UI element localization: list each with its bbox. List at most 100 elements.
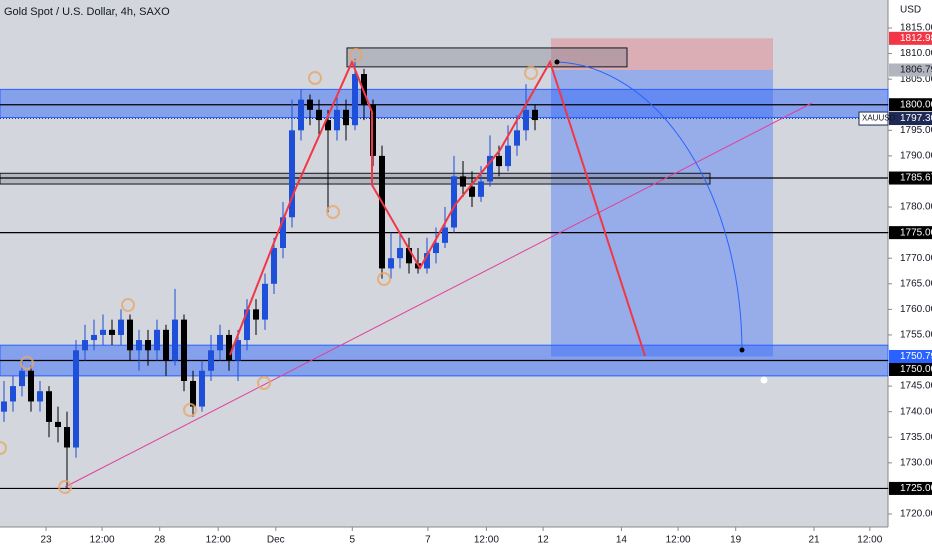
candle-body [433, 242, 439, 254]
trend-line [64, 102, 813, 488]
x-tick-label: 7 [425, 535, 431, 546]
candle-body [82, 340, 88, 351]
y-tick-label: 1765.00 [900, 278, 932, 289]
candle-body [316, 109, 322, 121]
price-label: 1750.00 [900, 364, 932, 375]
candle-body [100, 329, 106, 335]
candle-body [172, 319, 178, 361]
x-tick-label: 19 [730, 535, 742, 546]
price-label: 1725.00 [900, 483, 932, 494]
candle-body [469, 186, 475, 197]
candle-body [460, 176, 466, 187]
price-label-bg [889, 362, 932, 376]
candle-body [352, 74, 358, 126]
price-label-bg [889, 112, 932, 126]
candle-body [244, 309, 250, 341]
candle-body [271, 247, 277, 284]
candle-body [64, 427, 70, 448]
x-tick-label: 12:00 [206, 535, 231, 546]
candle-body [514, 130, 520, 146]
y-tick-label: 1795.00 [900, 125, 932, 136]
dot [760, 376, 768, 384]
price-label: 1750.79 [900, 351, 932, 362]
price-label: 1797.30 [900, 113, 932, 124]
price-label-bg [889, 63, 932, 77]
box [0, 172, 711, 185]
candle-body [199, 370, 205, 407]
stop-zone [551, 38, 773, 70]
target-zone [551, 69, 773, 357]
x-tick-label: 23 [40, 535, 52, 546]
x-tick-label: 12 [538, 535, 550, 546]
y-tick-label: 1780.00 [900, 202, 932, 213]
candle-body [406, 247, 412, 264]
price-label: 1775.00 [900, 227, 932, 238]
candle-body [208, 350, 214, 371]
marker [524, 66, 538, 80]
candle-body [109, 329, 115, 335]
y-tick-label: 1760.00 [900, 304, 932, 315]
marker [20, 356, 34, 370]
y-tick-label: 1740.00 [900, 406, 932, 417]
price-label-bg [889, 349, 932, 363]
candle-body [505, 145, 511, 167]
x-tick-label: 12:00 [474, 535, 499, 546]
symbol-label: XAUUSD [862, 114, 896, 123]
y-tick-label: 1810.00 [900, 48, 932, 59]
y-tick-label: 1745.00 [900, 381, 932, 392]
price-label: 1806.79 [900, 65, 932, 76]
y-tick-label: 1805.00 [900, 74, 932, 85]
candle-body [388, 258, 394, 269]
y-tick-label: 1720.00 [900, 509, 932, 520]
drawings [0, 48, 813, 494]
marker [326, 205, 340, 219]
dot [554, 59, 560, 65]
price-label: 1785.67 [900, 173, 932, 184]
candle-body [10, 386, 16, 402]
price-label-bg [889, 171, 932, 185]
candle-body [334, 109, 340, 131]
candle-body [262, 283, 268, 320]
marker [349, 48, 363, 62]
candle-body [28, 370, 34, 402]
candle-body [523, 109, 529, 131]
candle-body [163, 329, 169, 361]
box [346, 47, 628, 68]
candle-body [46, 391, 52, 422]
candle-body [397, 247, 403, 259]
candle-body [73, 350, 79, 448]
candle-body [154, 329, 160, 351]
candle-body [19, 370, 25, 387]
candle-body [91, 334, 97, 341]
price-label-bg [889, 98, 932, 112]
x-tick-label: 12:00 [857, 535, 882, 546]
candle-body [379, 155, 385, 269]
candle-body [532, 109, 538, 121]
candle-body [298, 99, 304, 131]
candle-body [451, 176, 457, 228]
candle-body [145, 340, 151, 351]
candle-body [280, 217, 286, 248]
arc [556, 61, 743, 351]
candle-body [217, 334, 223, 351]
marker [121, 298, 135, 312]
x-tick-label: 12:00 [666, 535, 691, 546]
dot [739, 347, 745, 353]
y-tick-label: 1730.00 [900, 457, 932, 468]
candle-body [478, 181, 484, 197]
candle-body [190, 380, 196, 407]
y-tick-label: 1770.00 [900, 253, 932, 264]
candle-body [343, 109, 349, 126]
candle-body [1, 401, 7, 412]
candle-body [424, 253, 430, 269]
y-tick-label: 1790.00 [900, 151, 932, 162]
chart-title: Gold Spot / U.S. Dollar, 4h, SAXO [4, 6, 170, 18]
y-tick-label: 1815.00 [900, 23, 932, 34]
x-tick-label: 5 [350, 535, 356, 546]
marker [308, 71, 322, 85]
price-axis-bg [888, 0, 932, 550]
y-tick-label: 1735.00 [900, 432, 932, 443]
candle-body [136, 340, 142, 351]
marker [58, 480, 72, 494]
